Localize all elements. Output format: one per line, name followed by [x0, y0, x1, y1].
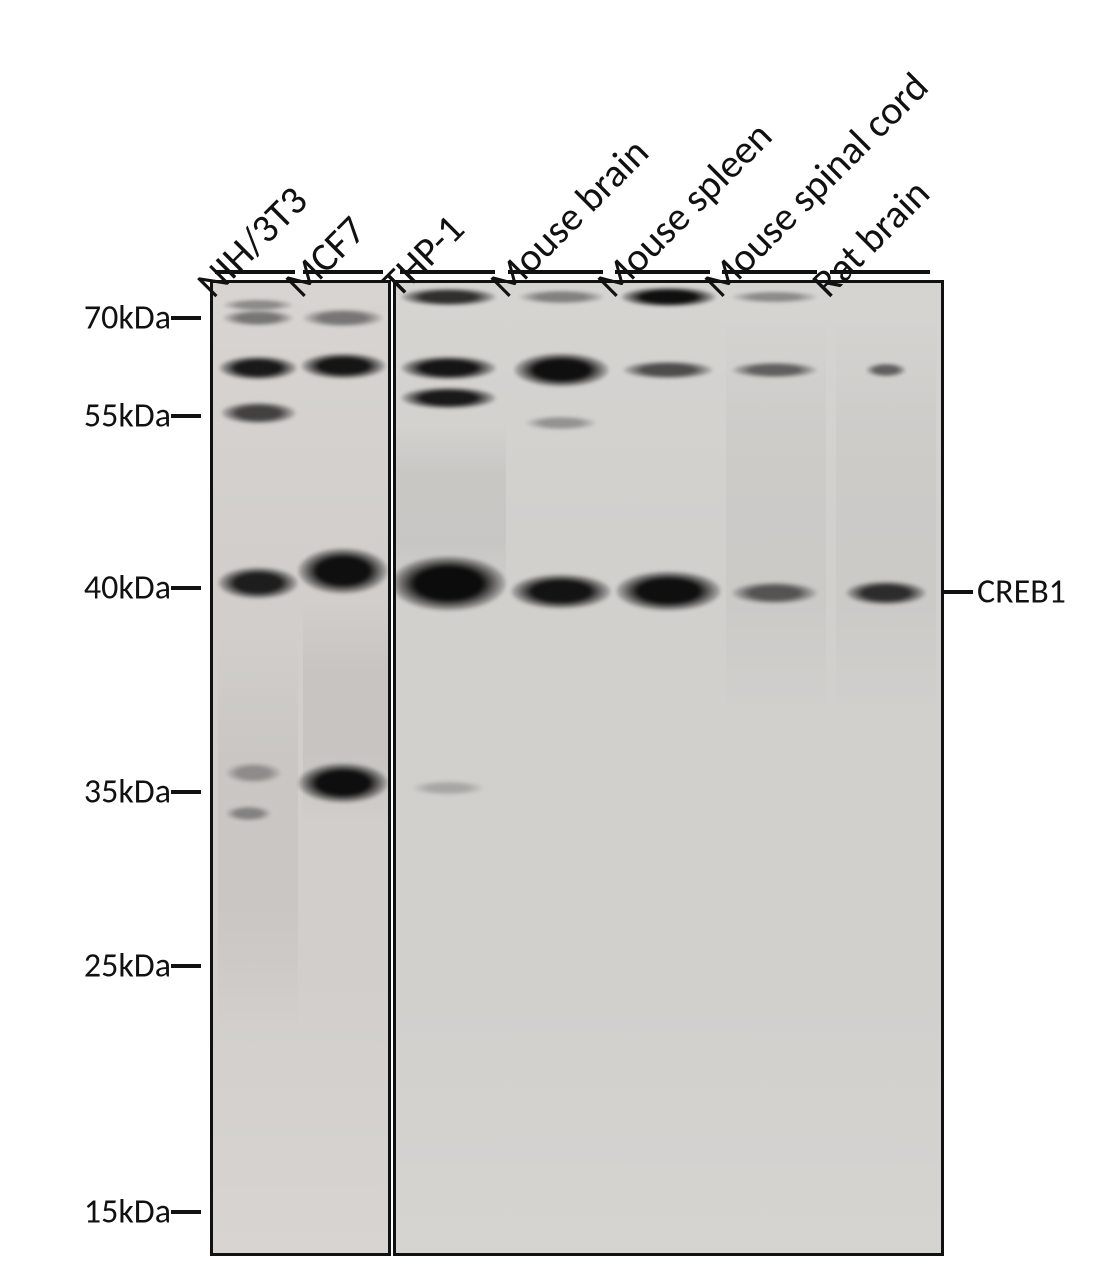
target-label: CREB1 — [977, 572, 1066, 613]
blot-band — [226, 806, 271, 821]
blot-band — [846, 581, 926, 605]
blot-panel — [393, 280, 944, 1256]
blot-band — [226, 763, 281, 783]
western-blot-figure: 70kDa55kDa40kDa35kDa25kDa15kDaNIH/3T3MCF… — [0, 0, 1097, 1280]
blot-band — [218, 567, 298, 599]
blot-band — [514, 353, 609, 387]
mw-label: 35kDa — [84, 772, 171, 813]
blot-panel — [210, 280, 391, 1256]
blot-band — [413, 781, 483, 795]
blot-band — [401, 356, 496, 380]
blot-band — [526, 416, 596, 430]
mw-tick — [171, 790, 201, 794]
target-tick — [943, 590, 973, 594]
blot-band — [732, 291, 817, 303]
blot-band — [303, 309, 383, 327]
blot-band — [511, 574, 611, 609]
mw-label: 55kDa — [84, 396, 171, 437]
blot-smear — [218, 633, 298, 1033]
blot-band — [401, 387, 496, 409]
mw-tick — [171, 586, 201, 590]
blot-band — [298, 763, 388, 803]
blot-band — [223, 310, 293, 326]
blot-band — [393, 556, 506, 611]
blot-band — [519, 290, 604, 304]
blot-band — [301, 353, 386, 379]
blot-band — [221, 402, 296, 424]
blot-band — [298, 548, 388, 594]
mw-tick — [171, 964, 201, 968]
blot-band — [623, 361, 713, 379]
blot-band — [866, 363, 906, 377]
blot-band — [616, 571, 721, 611]
mw-tick — [171, 316, 201, 320]
mw-label: 70kDa — [84, 298, 171, 339]
blot-band — [219, 356, 297, 380]
mw-label: 15kDa — [84, 1192, 171, 1233]
blot-band — [732, 582, 817, 604]
mw-tick — [171, 1210, 201, 1214]
blot-band — [732, 362, 817, 378]
mw-label: 25kDa — [84, 946, 171, 987]
mw-tick — [171, 414, 201, 418]
mw-label: 40kDa — [84, 568, 171, 609]
